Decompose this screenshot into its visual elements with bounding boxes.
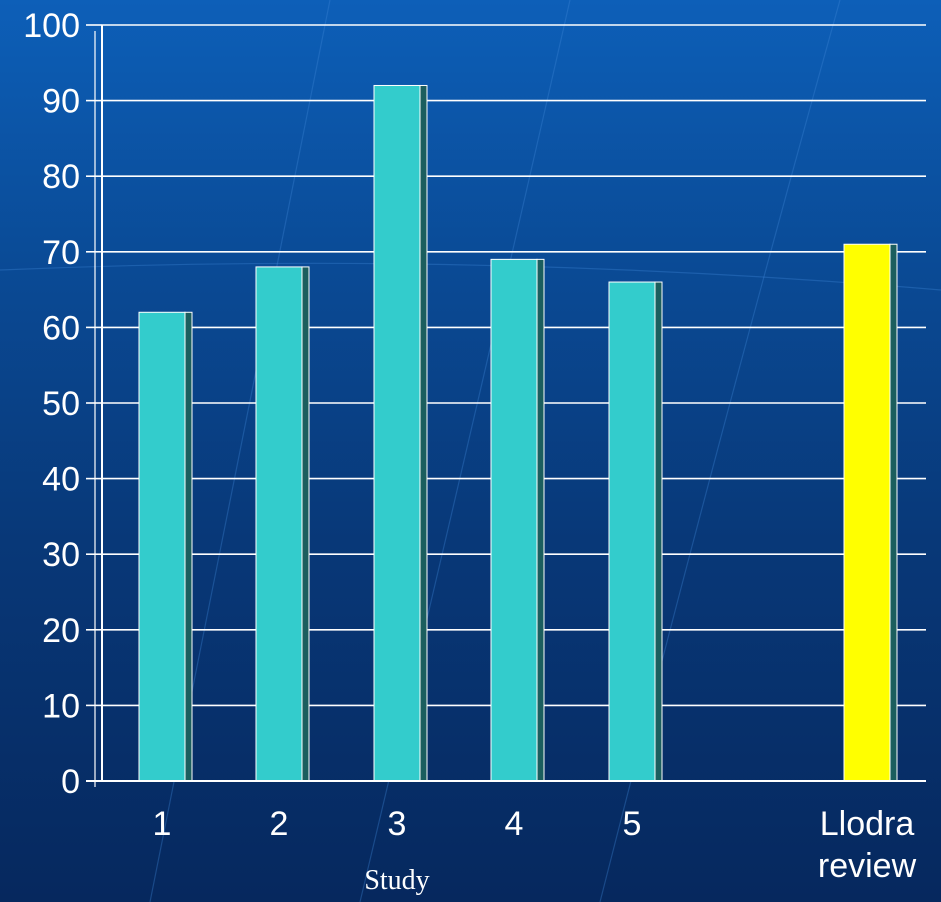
bar-front: [255, 266, 303, 782]
bar-front: [138, 311, 186, 782]
x-tick-label: 2: [270, 805, 289, 843]
x-axis-label: Study: [364, 865, 429, 896]
bar: [843, 243, 898, 782]
x-tick-label: 3: [388, 805, 407, 843]
bar: [255, 266, 310, 782]
x-axis-ticks: 1 2 3 4 5 Llodra review: [153, 805, 917, 885]
bar-side: [536, 258, 545, 782]
x-tick-label-line: 1: [153, 805, 172, 843]
y-tick-label: 10: [42, 687, 80, 725]
bars: [138, 84, 898, 782]
x-tick-label: 5: [623, 805, 642, 843]
x-tick-label: 1: [153, 805, 172, 843]
y-tick-label: 90: [42, 83, 80, 121]
x-tick-label-line: 4: [505, 805, 524, 843]
bar-side: [419, 84, 428, 782]
y-tick-label: 70: [42, 234, 80, 272]
x-tick-label-line: 2: [270, 805, 289, 843]
y-tick-label: 60: [42, 309, 80, 347]
y-axis-ticks: 0 10 20 30 40 50 60 70 80 90 100: [23, 7, 102, 801]
bar: [138, 311, 193, 782]
bar-side: [301, 266, 310, 782]
bar-side: [654, 281, 663, 782]
bar-front: [490, 258, 538, 782]
x-tick-label: 4: [505, 805, 524, 843]
bar-side: [889, 243, 898, 782]
bar-front: [608, 281, 656, 782]
y-tick-label: 0: [61, 763, 80, 801]
x-tick-label-line: 3: [388, 805, 407, 843]
y-tick-label: 80: [42, 158, 80, 196]
bar-front: [843, 243, 891, 782]
y-tick-label: 20: [42, 612, 80, 650]
y-tick-label: 40: [42, 461, 80, 499]
bar-front: [373, 84, 421, 782]
bar: [608, 281, 663, 782]
bar-side: [184, 311, 193, 782]
y-tick-label: 30: [42, 536, 80, 574]
background-curve: [0, 262, 941, 291]
x-tick-label-line: Llodra: [820, 805, 915, 843]
bar: [373, 84, 428, 782]
bar: [490, 258, 545, 782]
y-tick-label: 100: [23, 7, 80, 45]
x-tick-label-line: review: [818, 847, 917, 885]
y-tick-label: 50: [42, 385, 80, 423]
x-tick-label: Llodra review: [818, 805, 917, 885]
x-tick-label-line: 5: [623, 805, 642, 843]
